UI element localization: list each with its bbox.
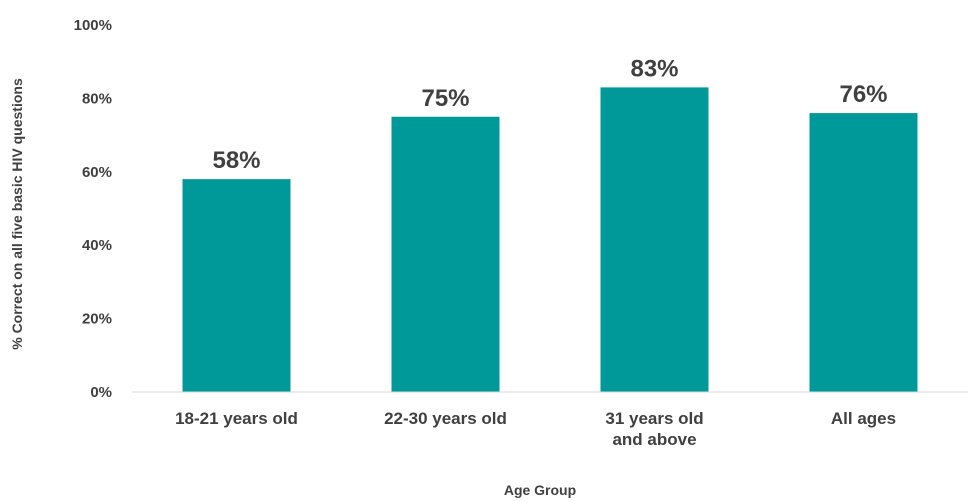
- bars: [182, 87, 918, 392]
- y-tick-label: 0%: [90, 384, 112, 401]
- bar: [182, 179, 291, 392]
- y-tick-label: 100%: [74, 17, 112, 34]
- bar: [391, 116, 500, 392]
- data-label: 58%: [212, 147, 260, 174]
- x-tick-label: 18-21 years old: [175, 409, 298, 428]
- y-axis-title: % Correct on all five basic HIV question…: [9, 78, 25, 350]
- x-axis-category-labels: 18-21 years old 22-30 years old 31 years o…: [175, 409, 896, 449]
- data-labels: 58% 75% 83% 76%: [212, 55, 887, 174]
- bar: [600, 87, 709, 392]
- x-tick-label: All ages: [831, 409, 896, 428]
- y-tick-label: 60%: [82, 164, 112, 181]
- data-label: 76%: [839, 81, 887, 108]
- y-tick-label: 40%: [82, 237, 112, 254]
- y-tick-label: 80%: [82, 90, 112, 107]
- y-tick-label: 20%: [82, 311, 112, 328]
- x-tick-label: 31 years old and above: [605, 409, 703, 449]
- x-tick-label: 22-30 years old: [384, 409, 507, 428]
- y-axis-ticks: 0% 20% 40% 60% 80% 100%: [74, 17, 112, 401]
- x-axis-title: Age Group: [504, 482, 576, 498]
- bar: [809, 113, 918, 392]
- data-label: 75%: [421, 85, 469, 112]
- data-label: 83%: [630, 55, 678, 82]
